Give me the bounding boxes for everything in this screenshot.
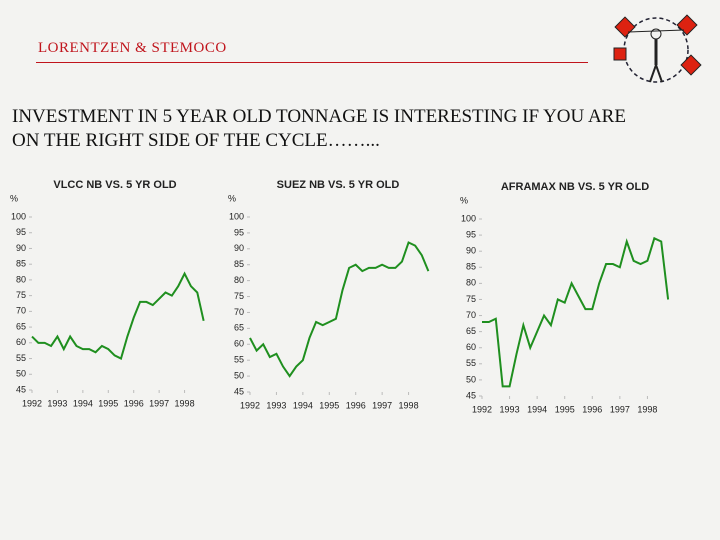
y-tick-label: 85 (466, 262, 476, 272)
x-tick-label: 1994 (73, 398, 93, 408)
x-tick-label: 1997 (372, 400, 392, 410)
y-tick-label: 65 (16, 321, 26, 331)
y-tick-label: 45 (16, 384, 26, 394)
y-tick-label: 100 (11, 211, 26, 221)
y-tick-label: 65 (466, 326, 476, 336)
y-tick-label: 90 (234, 243, 244, 253)
y-tick-label: 50 (466, 374, 476, 384)
x-tick-label: 1994 (527, 404, 547, 414)
y-tick-label: 70 (466, 310, 476, 320)
x-tick-label: 1995 (555, 404, 575, 414)
charts: VLCC NB VS. 5 YR OLD% 45 50 55 60 65 70 75 80 85 9… (10, 179, 670, 414)
y-tick-label: 100 (229, 211, 244, 221)
y-tick-label: 70 (234, 307, 244, 317)
y-tick-label: 75 (234, 291, 244, 301)
data-line (482, 236, 670, 388)
y-tick-label: 90 (16, 243, 26, 253)
chart-title: AFRAMAX NB VS. 5 YR OLD (501, 181, 649, 193)
chart-title: SUEZ NB VS. 5 YR OLD (277, 179, 400, 191)
x-tick-label: 1997 (610, 404, 630, 414)
y-tick-label: 45 (466, 390, 476, 400)
y-tick-label: 75 (466, 294, 476, 304)
slide-title: INVESTMENT IN 5 YEAR OLD TONNAGE IS INTE… (12, 106, 626, 127)
x-tick-label: 1996 (582, 404, 602, 414)
x-tick-label: 1997 (149, 398, 169, 408)
x-tick-label: 1998 (637, 404, 657, 414)
y-tick-label: 60 (16, 337, 26, 347)
rule (36, 62, 588, 63)
x-tick-label: 1994 (293, 400, 313, 410)
y-tick-label: 45 (234, 386, 244, 396)
y-tick-label: 80 (234, 275, 244, 285)
slide-title: ON THE RIGHT SIDE OF THE CYCLE……... (12, 130, 380, 151)
y-tick-label: 55 (16, 353, 26, 363)
x-tick-label: 1993 (266, 400, 286, 410)
y-tick-label: 80 (466, 278, 476, 288)
y-tick-label: 55 (234, 355, 244, 365)
y-tick-label: 90 (466, 246, 476, 256)
y-axis-label: % (10, 193, 18, 203)
y-tick-label: 85 (234, 259, 244, 269)
x-tick-label: 1993 (500, 404, 520, 414)
y-tick-label: 65 (234, 323, 244, 333)
y-tick-label: 95 (234, 227, 244, 237)
y-axis-label: % (460, 195, 468, 205)
x-tick-label: 1993 (47, 398, 67, 408)
y-tick-label: 50 (234, 370, 244, 380)
x-tick-label: 1996 (124, 398, 144, 408)
x-tick-label: 1995 (98, 398, 118, 408)
x-tick-label: 1998 (399, 400, 419, 410)
y-tick-label: 60 (466, 342, 476, 352)
y-tick-label: 85 (16, 259, 26, 269)
y-tick-label: 55 (466, 358, 476, 368)
y-tick-label: 95 (16, 227, 26, 237)
x-tick-label: 1996 (346, 400, 366, 410)
x-tick-label: 1995 (319, 400, 339, 410)
x-tick-label: 1992 (472, 404, 492, 414)
y-tick-label: 95 (466, 229, 476, 239)
y-tick-label: 60 (234, 339, 244, 349)
logo (613, 14, 702, 83)
y-tick-label: 70 (16, 306, 26, 316)
chart-title: VLCC NB VS. 5 YR OLD (53, 179, 176, 191)
y-tick-label: 80 (16, 274, 26, 284)
data-line (31, 271, 205, 360)
brand: LORENTZEN & STEMOCO (38, 40, 227, 56)
y-tick-label: 100 (461, 213, 476, 223)
y-tick-label: 75 (16, 290, 26, 300)
y-tick-label: 50 (16, 369, 26, 379)
x-tick-label: 1992 (22, 398, 42, 408)
data-line (249, 241, 430, 378)
x-tick-label: 1992 (240, 400, 260, 410)
x-tick-label: 1998 (175, 398, 195, 408)
y-axis-label: % (228, 193, 236, 203)
